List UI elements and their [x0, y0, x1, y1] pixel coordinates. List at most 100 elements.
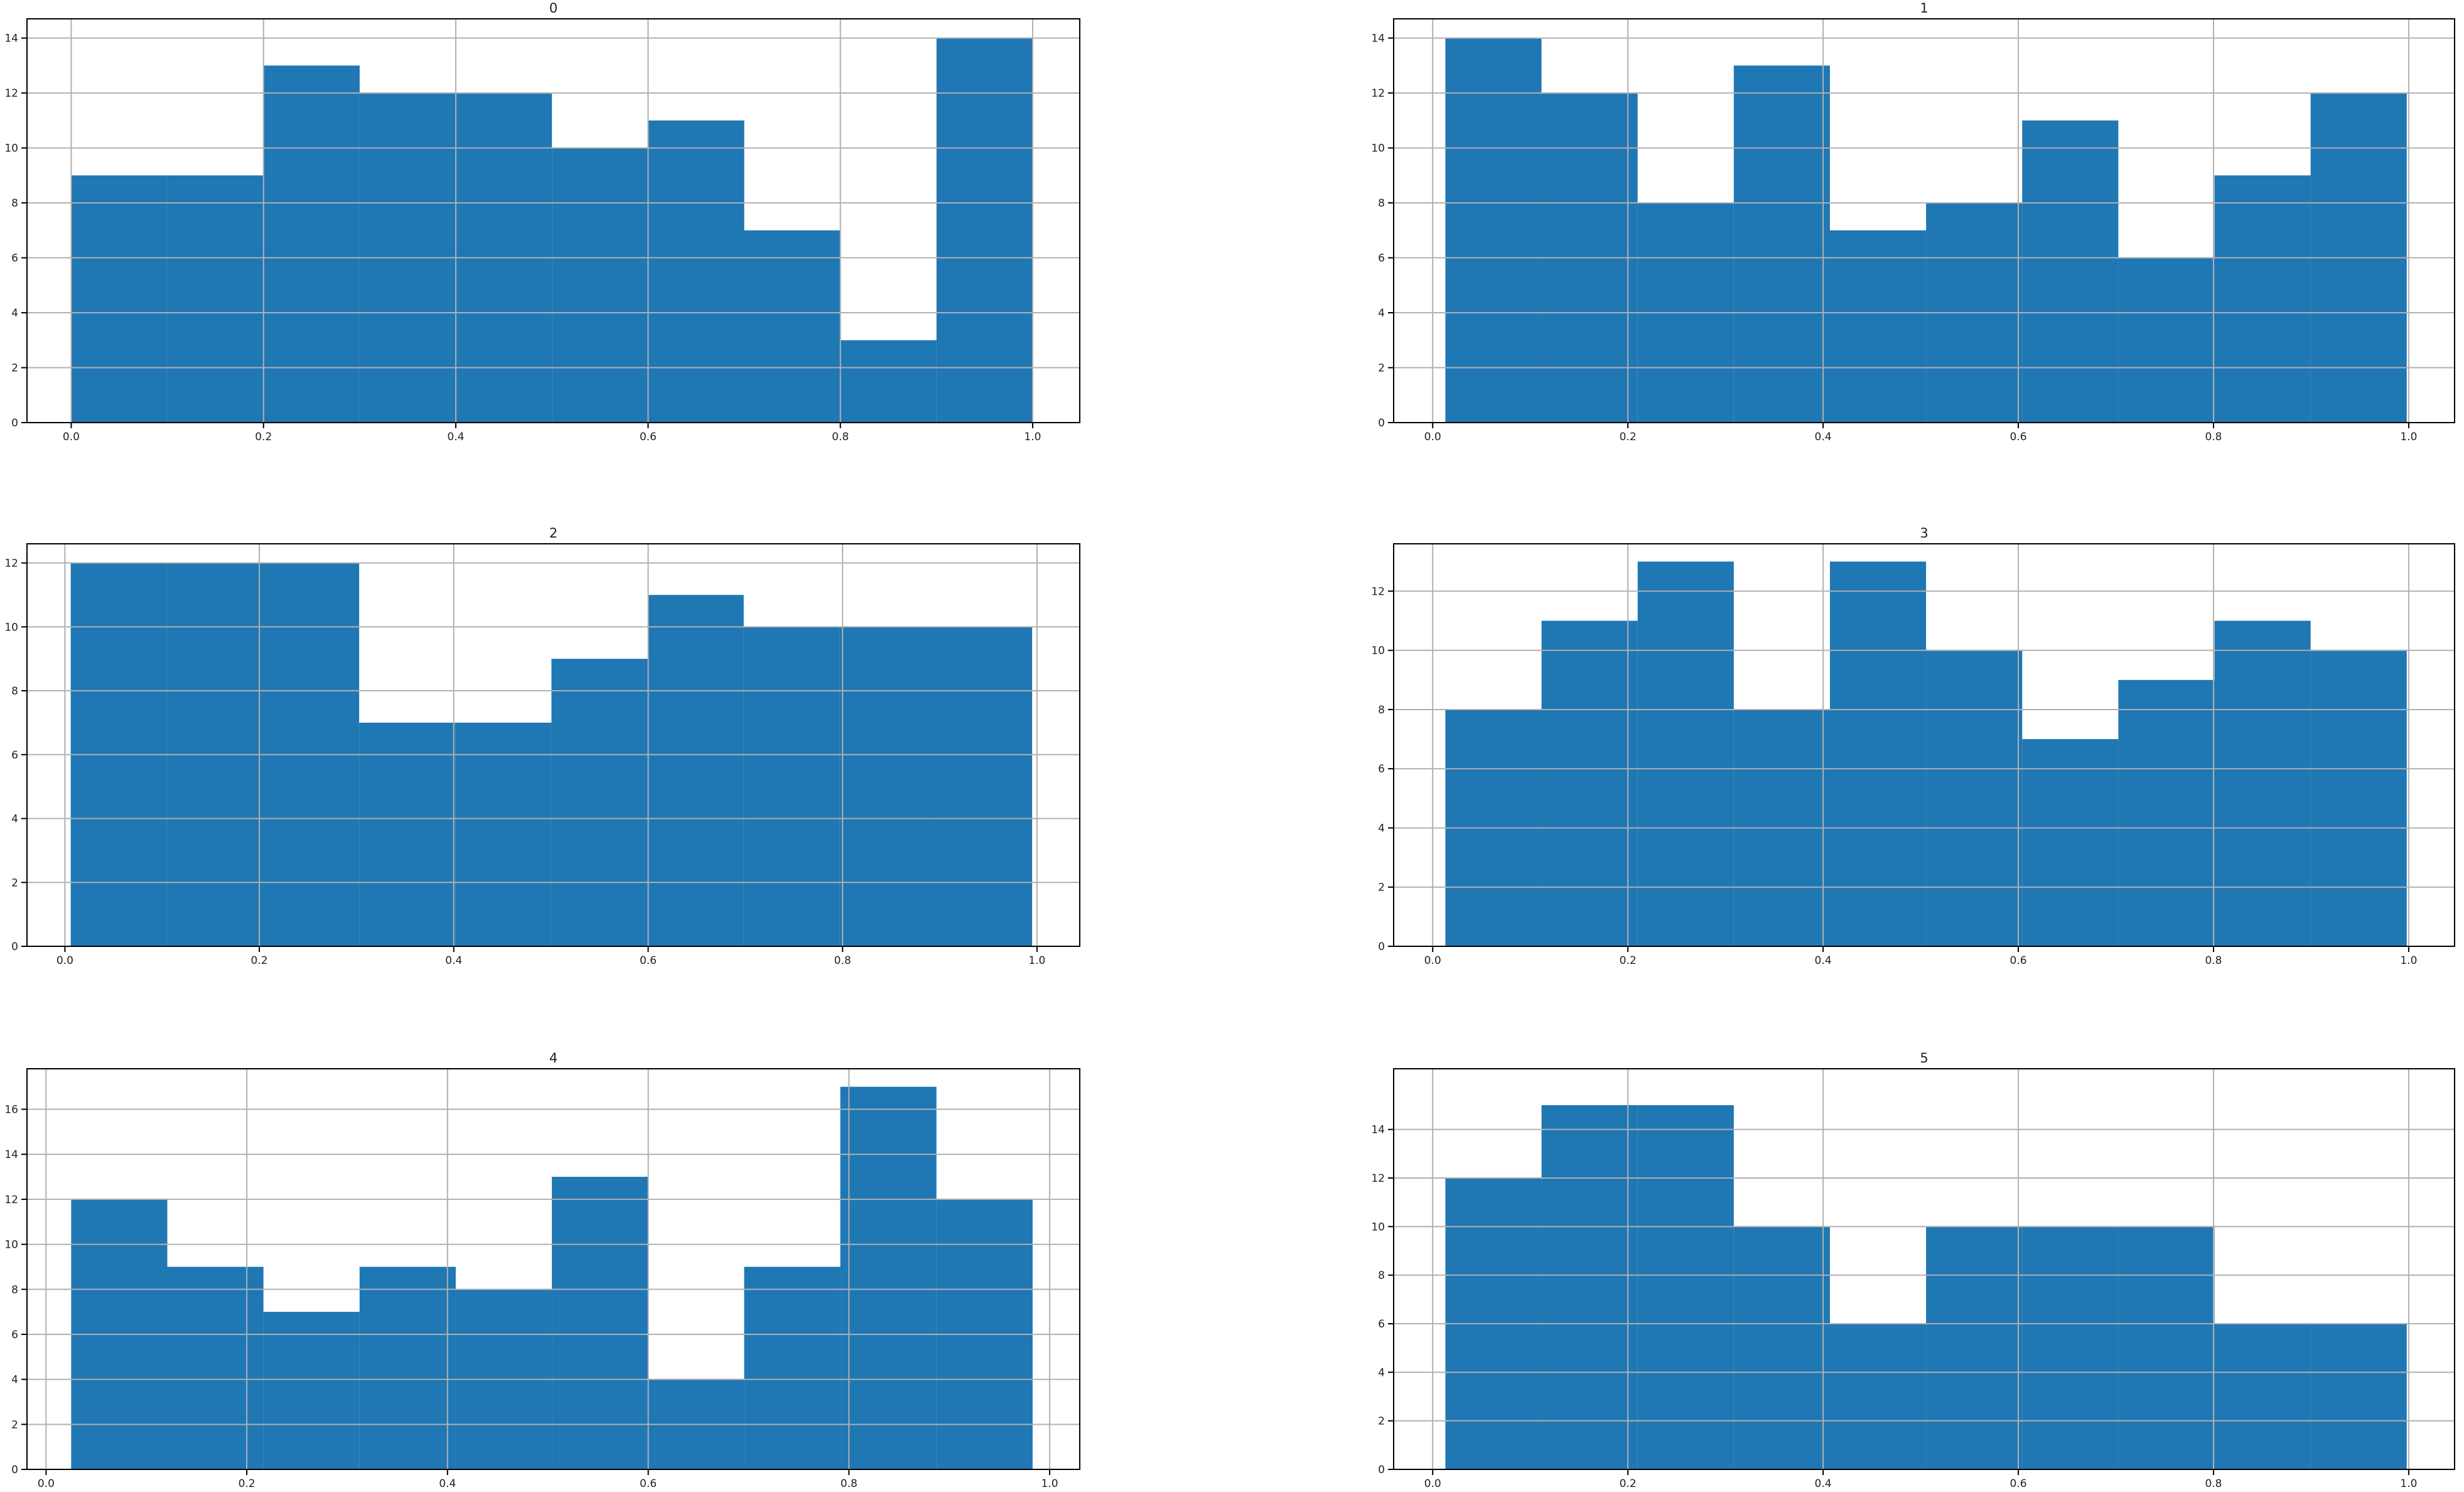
bar — [1733, 65, 1830, 423]
bar — [743, 627, 840, 946]
y-tick-label: 4 — [11, 1374, 18, 1387]
bar — [935, 627, 1033, 946]
x-tick-label: 0.6 — [640, 1478, 657, 1490]
x-tick-label: 0.8 — [834, 954, 851, 967]
bar — [1445, 38, 1542, 423]
y-tick-label: 4 — [1378, 307, 1385, 320]
x-tick-label: 0.4 — [448, 431, 465, 443]
y-tick-label: 2 — [11, 1419, 18, 1431]
y-tick-label: 0 — [11, 941, 18, 953]
y-tick-label: 4 — [1378, 1366, 1385, 1379]
bar — [1829, 230, 1927, 423]
y-tick-label: 2 — [11, 877, 18, 889]
subplot-title: 1 — [1920, 1, 1928, 16]
x-tick-label: 0.2 — [1620, 954, 1637, 967]
bar — [167, 175, 264, 423]
bar — [1541, 1105, 1638, 1469]
bar — [1926, 650, 2023, 946]
x-tick-label: 0.2 — [1620, 1478, 1637, 1490]
y-tick-label: 8 — [1378, 197, 1385, 210]
x-tick-label: 0.8 — [2205, 431, 2222, 443]
y-tick-label: 0 — [1378, 1464, 1385, 1476]
bar — [359, 1267, 456, 1469]
y-tick-label: 12 — [1371, 1172, 1385, 1185]
x-tick-label: 0.0 — [1424, 431, 1441, 443]
y-tick-label: 8 — [11, 685, 18, 698]
bar — [1541, 620, 1638, 946]
bar — [744, 1267, 841, 1469]
y-tick-label: 2 — [1378, 1415, 1385, 1428]
x-tick-label: 0.8 — [841, 1478, 858, 1490]
bar — [2022, 1226, 2119, 1469]
bar — [1637, 561, 1734, 946]
x-tick-label: 0.4 — [439, 1478, 456, 1490]
x-tick-label: 0.0 — [56, 954, 73, 967]
y-tick-label: 12 — [1371, 585, 1385, 598]
bar — [744, 230, 841, 423]
x-tick-label: 0.2 — [239, 1478, 256, 1490]
x-tick-label: 1.0 — [2400, 431, 2417, 443]
y-tick-label: 10 — [1371, 1221, 1385, 1233]
y-tick-label: 14 — [1371, 33, 1385, 45]
x-tick-label: 1.0 — [1024, 431, 1041, 443]
axes-frame — [26, 18, 1080, 423]
bar — [2022, 120, 2119, 423]
y-tick-label: 14 — [4, 1149, 18, 1161]
y-tick-label: 14 — [4, 33, 18, 45]
subplot-title: 2 — [549, 526, 557, 541]
y-tick-label: 2 — [1378, 882, 1385, 894]
x-tick-label: 0.2 — [251, 954, 268, 967]
y-tick-label: 10 — [1371, 645, 1385, 657]
y-tick-label: 14 — [1371, 1124, 1385, 1137]
y-tick-label: 10 — [4, 1239, 18, 1251]
bar — [840, 1086, 937, 1469]
bar — [2214, 620, 2311, 946]
axes-frame — [1393, 1068, 2455, 1470]
x-tick-label: 0.8 — [2205, 954, 2222, 967]
x-tick-label: 0.4 — [1815, 954, 1832, 967]
subplot-title: 4 — [549, 1051, 557, 1066]
bar — [1637, 1105, 1734, 1469]
x-tick-label: 0.6 — [2010, 1478, 2027, 1490]
y-tick-label: 6 — [11, 1329, 18, 1341]
x-tick-label: 0.0 — [63, 431, 80, 443]
bar — [1926, 1226, 2023, 1469]
x-tick-label: 0.6 — [640, 954, 657, 967]
x-tick-label: 0.8 — [2205, 1478, 2222, 1490]
y-tick-label: 8 — [11, 197, 18, 210]
y-tick-label: 6 — [11, 252, 18, 265]
y-tick-label: 2 — [1378, 362, 1385, 375]
bar — [552, 1177, 648, 1469]
bar — [1829, 1324, 1927, 1469]
x-tick-label: 1.0 — [1028, 954, 1045, 967]
bar — [936, 38, 1033, 423]
bar — [263, 1312, 360, 1469]
x-tick-label: 0.8 — [832, 431, 849, 443]
y-tick-label: 6 — [1378, 763, 1385, 776]
x-tick-label: 0.4 — [1815, 431, 1832, 443]
bar — [2214, 1324, 2311, 1469]
bar — [359, 722, 456, 946]
bar — [167, 1267, 264, 1469]
bar — [1733, 1226, 1830, 1469]
y-tick-label: 12 — [1371, 87, 1385, 100]
y-tick-label: 8 — [1378, 1270, 1385, 1282]
bar — [647, 595, 744, 946]
bar — [2310, 1324, 2407, 1469]
y-tick-label: 4 — [1378, 822, 1385, 835]
subplot-title: 0 — [549, 1, 557, 16]
y-tick-label: 0 — [11, 1464, 18, 1476]
x-tick-label: 0.4 — [445, 954, 462, 967]
subplot-title: 5 — [1920, 1051, 1928, 1066]
x-tick-label: 0.0 — [38, 1478, 55, 1490]
bar — [552, 148, 648, 423]
x-tick-label: 0.6 — [2010, 954, 2027, 967]
bar — [839, 627, 936, 946]
x-tick-label: 1.0 — [1041, 1478, 1058, 1490]
bar — [2310, 650, 2407, 946]
bar — [551, 659, 648, 946]
y-tick-label: 4 — [11, 307, 18, 320]
subplot-title: 3 — [1920, 526, 1928, 541]
